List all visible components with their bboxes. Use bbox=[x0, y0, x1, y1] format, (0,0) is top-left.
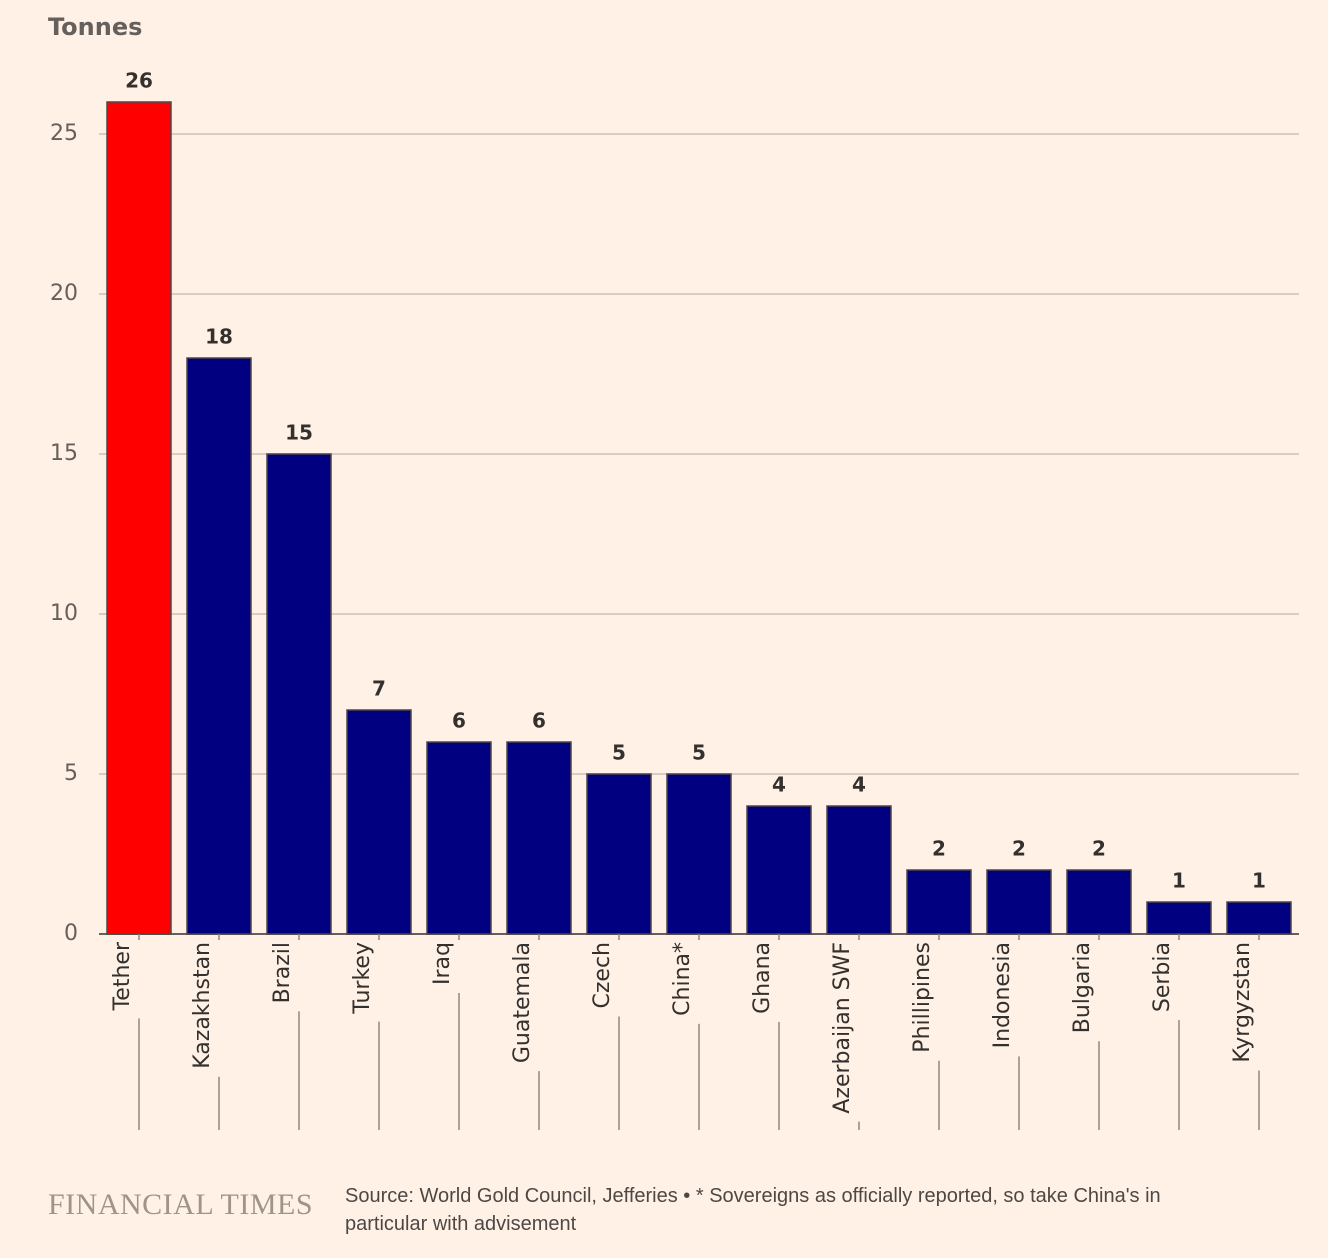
bar bbox=[186, 357, 252, 935]
x-tick-label: Serbia bbox=[1150, 942, 1175, 1012]
value-label: 1 bbox=[1252, 869, 1266, 893]
bar bbox=[506, 741, 572, 935]
logo: FINANCIAL TIMES bbox=[48, 1188, 314, 1221]
value-label: 5 bbox=[692, 741, 706, 765]
bar bbox=[106, 101, 172, 935]
x-tick-label: Tether bbox=[110, 941, 135, 1011]
bar bbox=[906, 869, 972, 935]
value-label: 4 bbox=[772, 773, 786, 797]
bar bbox=[826, 805, 892, 935]
bar bbox=[1066, 869, 1132, 935]
x-tick-label: Iraq bbox=[430, 942, 455, 985]
bar bbox=[426, 741, 492, 935]
chart: Tonnes 051015202526Tether18Kazakhstan15B… bbox=[48, 13, 1299, 1130]
x-tick-label: Ghana bbox=[750, 942, 775, 1014]
bar bbox=[1146, 901, 1212, 935]
value-label: 2 bbox=[1092, 837, 1106, 861]
value-label: 26 bbox=[125, 69, 153, 93]
x-tick-label: Turkey bbox=[350, 942, 375, 1015]
x-tick-label: Bulgaria bbox=[1070, 942, 1095, 1033]
bar bbox=[586, 773, 652, 935]
value-label: 6 bbox=[532, 709, 546, 733]
x-tick-label: Kyrgyzstan bbox=[1230, 942, 1255, 1063]
x-tick-label: Phillipines bbox=[910, 942, 935, 1053]
x-tick-label: Guatemala bbox=[510, 942, 535, 1063]
source-note: Source: World Gold Council, Jefferies • … bbox=[345, 1185, 1161, 1235]
value-label: 4 bbox=[852, 773, 866, 797]
bar bbox=[746, 805, 812, 935]
x-tick-label: China* bbox=[670, 942, 695, 1016]
y-tick-label: 25 bbox=[50, 121, 78, 146]
bar bbox=[1226, 901, 1292, 935]
y-tick-label: 20 bbox=[50, 281, 78, 306]
bar bbox=[266, 453, 332, 935]
value-label: 2 bbox=[1012, 837, 1026, 861]
y-tick-label: 15 bbox=[50, 441, 78, 466]
value-label: 5 bbox=[612, 741, 626, 765]
bar bbox=[666, 773, 732, 935]
value-label: 7 bbox=[372, 677, 386, 701]
x-tick-label: Azerbaijan SWF bbox=[830, 942, 855, 1114]
y-tick-label: 0 bbox=[64, 921, 78, 946]
x-tick-label: Brazil bbox=[270, 942, 295, 1003]
value-label: 2 bbox=[932, 837, 946, 861]
bar bbox=[346, 709, 412, 935]
x-tick-label: Kazakhstan bbox=[190, 942, 215, 1069]
y-axis-label: Tonnes bbox=[48, 13, 142, 41]
y-tick-label: 5 bbox=[64, 761, 78, 786]
x-tick-label: Indonesia bbox=[990, 942, 1015, 1048]
value-label: 6 bbox=[452, 709, 466, 733]
y-tick-label: 10 bbox=[50, 601, 78, 626]
value-label: 18 bbox=[205, 325, 233, 349]
bar bbox=[986, 869, 1052, 935]
x-tick-label: Czech bbox=[590, 942, 615, 1008]
value-label: 1 bbox=[1172, 869, 1186, 893]
value-label: 15 bbox=[285, 421, 313, 445]
